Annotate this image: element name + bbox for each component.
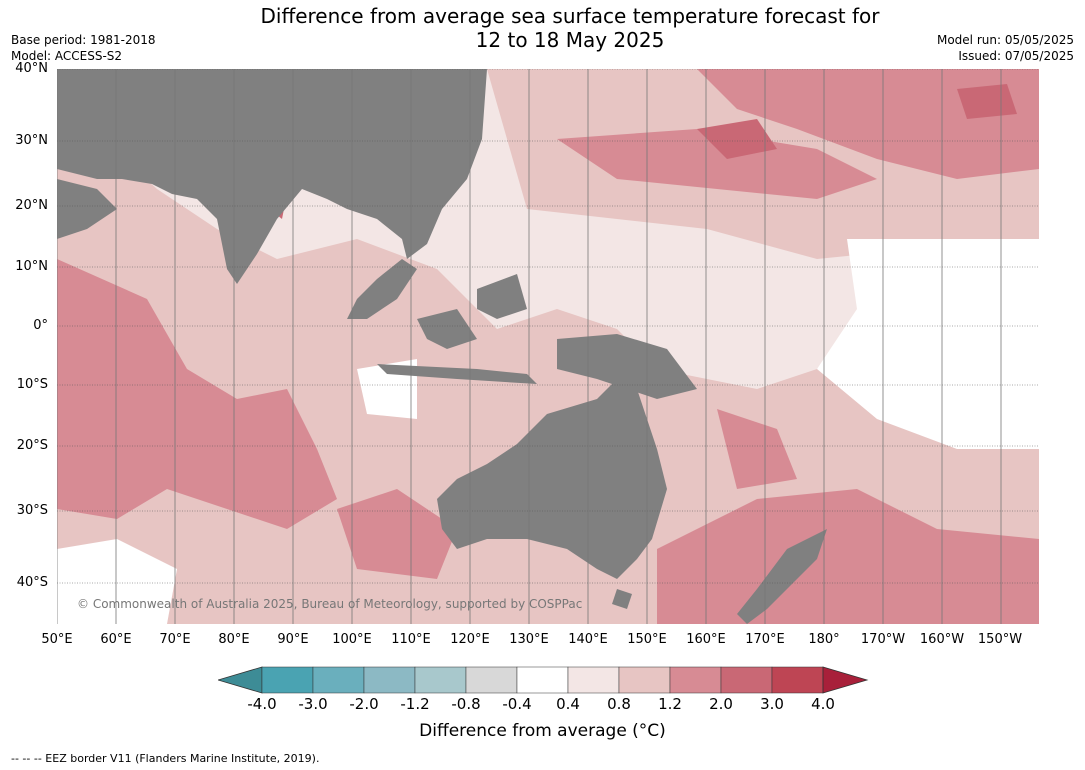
colorbar-tick: -3.0	[298, 695, 328, 713]
colorbar-swatch	[516, 666, 569, 694]
colorbar-tick: 3.0	[760, 695, 784, 713]
colorbar-swatch	[414, 666, 467, 694]
graticule	[57, 69, 1039, 584]
colorbar-tick: 0.8	[607, 695, 631, 713]
colorbar-swatch	[567, 666, 620, 694]
lon-label: 150°W	[977, 632, 1023, 647]
colorbar-tick: 2.0	[709, 695, 733, 713]
lon-label: 170°E	[745, 632, 785, 647]
lon-label: 110°E	[391, 632, 431, 647]
issued-date: Issued: 07/05/2025	[958, 49, 1074, 63]
colorbar-swatches	[218, 666, 869, 694]
lon-label: 150°E	[627, 632, 667, 647]
lat-label-20s: 20°S	[16, 438, 48, 453]
meridians	[57, 69, 1002, 624]
lat-label-40s: 40°S	[16, 575, 48, 590]
lat-label-30n: 30°N	[15, 133, 48, 148]
title-line-1: Difference from average sea surface temp…	[260, 4, 880, 28]
colorbar-tick: 0.4	[556, 695, 580, 713]
colorbar-tick: 1.2	[658, 695, 682, 713]
lon-label: 60°E	[100, 632, 132, 647]
colorbar-tick: -0.4	[502, 695, 532, 713]
colorbar-extend-low	[218, 666, 263, 694]
lon-label: 120°E	[450, 632, 490, 647]
colorbar-tick: 4.0	[811, 695, 835, 713]
colorbar-swatch	[363, 666, 416, 694]
lon-label: 140°E	[568, 632, 608, 647]
colorbar-swatch	[720, 666, 773, 694]
colorbar-swatch	[261, 666, 314, 694]
sst-anomaly-map	[57, 69, 1039, 624]
colorbar-tick: -2.0	[349, 695, 379, 713]
base-period: Base period: 1981-2018	[11, 33, 156, 47]
lat-label-40n: 40°N	[15, 61, 48, 76]
model-run: Model run: 05/05/2025	[936, 33, 1074, 47]
colorbar-swatch	[618, 666, 671, 694]
lon-label: 70°E	[159, 632, 191, 647]
copyright-notice: © Commonwealth of Australia 2025, Bureau…	[77, 597, 583, 611]
colorbar-tick: -4.0	[247, 695, 277, 713]
land-masses	[57, 69, 827, 624]
lat-label-0: 0°	[33, 318, 48, 333]
colorbar-swatch	[465, 666, 518, 694]
lon-label: 100°E	[332, 632, 372, 647]
anomaly-band-strong	[57, 69, 1039, 624]
model-run-info: Model run: 05/05/2025 Issued: 07/05/2025	[937, 32, 1074, 64]
title-line-2: 12 to 18 May 2025	[475, 28, 665, 52]
lon-label: 170°W	[860, 632, 906, 647]
colorbar-swatch	[771, 666, 824, 694]
lon-label: 160°E	[686, 632, 726, 647]
colorbar-swatch	[312, 666, 365, 694]
colorbar-label: Difference from average (°C)	[419, 721, 666, 741]
colorbar-swatch	[669, 666, 722, 694]
lon-label: 130°E	[509, 632, 549, 647]
colorbar	[218, 666, 869, 694]
eez-footnote: -- -- -- EEZ border V11 (Flanders Marine…	[11, 752, 320, 765]
lon-label: 90°E	[277, 632, 309, 647]
lon-label: 80°E	[218, 632, 250, 647]
lat-label-10s: 10°S	[16, 377, 48, 392]
lon-label: 50°E	[41, 632, 73, 647]
model-name: Model: ACCESS-S2	[11, 49, 123, 63]
lon-label: 180°	[808, 632, 840, 647]
base-period-info: Base period: 1981-2018 Model: ACCESS-S2	[11, 32, 156, 64]
lon-label: 160°W	[919, 632, 965, 647]
colorbar-tick: -0.8	[451, 695, 481, 713]
map-title: Difference from average sea surface temp…	[0, 4, 1085, 52]
lat-label-30s: 30°S	[16, 503, 48, 518]
colorbar-extend-high	[822, 666, 869, 694]
lat-label-10n: 10°N	[15, 259, 48, 274]
lat-label-20n: 20°N	[15, 198, 48, 213]
map-canvas	[57, 69, 1039, 624]
colorbar-tick: -1.2	[400, 695, 430, 713]
